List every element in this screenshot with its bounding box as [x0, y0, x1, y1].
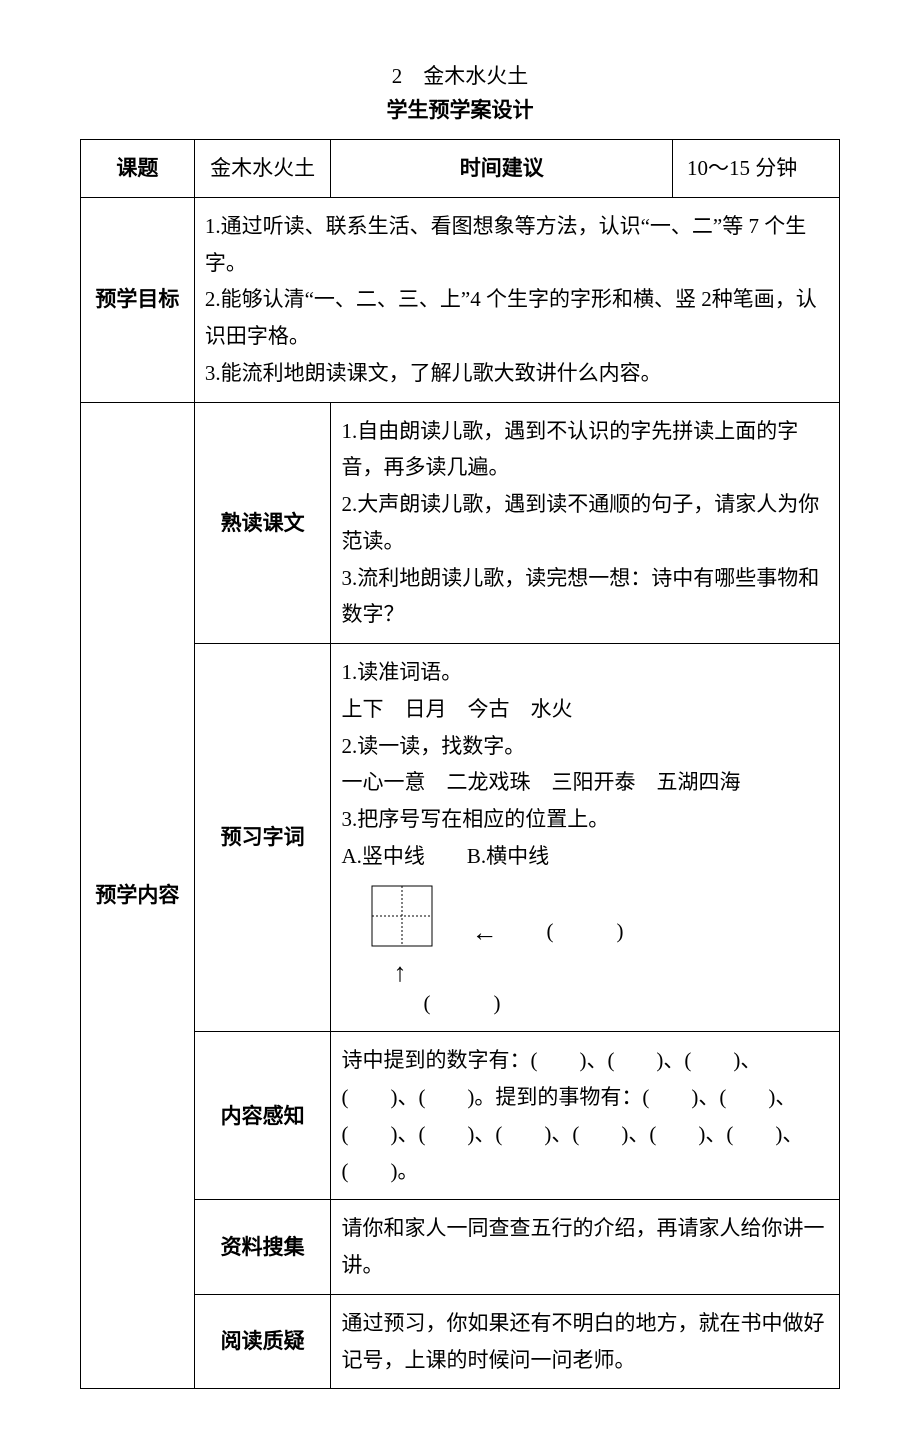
table-row: 课题 金木水火土 时间建议 10～15 分钟 [81, 140, 840, 198]
goals-content: 1.通过听读、联系生活、看图想象等方法，认识“一、二”等 7 个生字。 2.能够… [194, 197, 839, 402]
words-words: 一心一意 二龙戏珠 三阳开泰 五湖四海 [341, 764, 831, 801]
worksheet-table: 课题 金木水火土 时间建议 10～15 分钟 预学目标 1.通过听读、联系生活、… [80, 139, 840, 1389]
lesson-title: 2 金木水火土 [80, 60, 840, 94]
question-label: 阅读质疑 [194, 1294, 331, 1389]
read-content: 1.自由朗读儿歌，遇到不认识的字先拼读上面的字音，再多读几遍。 2.大声朗读儿歌… [331, 402, 840, 644]
table-row: 资料搜集 请你和家人一同查查五行的介绍，再请家人给你讲一讲。 [81, 1200, 840, 1295]
words-item: 3.把序号写在相应的位置上。 [341, 801, 831, 838]
read-item: 3.流利地朗读儿歌，读完想一想：诗中有哪些事物和数字？ [341, 560, 831, 634]
table-row: 预习字词 1.读准词语。 上下 日月 今古 水火 2.读一读，找数字。 一心一意… [81, 644, 840, 1032]
perceive-content: 诗中提到的数字有：( )、( )、( )、( )、( )。提到的事物有：( )、… [331, 1032, 840, 1200]
topic-value: 金木水火土 [194, 140, 331, 198]
table-row: 内容感知 诗中提到的数字有：( )、( )、( )、( )、( )。提到的事物有… [81, 1032, 840, 1200]
words-words: 上下 日月 今古 水火 [341, 691, 831, 728]
collect-label: 资料搜集 [194, 1200, 331, 1295]
goal-item: 1.通过听读、联系生活、看图想象等方法，认识“一、二”等 7 个生字。 [205, 208, 831, 282]
time-value: 10～15 分钟 [673, 140, 840, 198]
content-label: 预学内容 [81, 402, 195, 1389]
document-header: 2 金木水火土 学生预学案设计 [80, 60, 840, 127]
arrow-up-icon: ↑ [393, 950, 406, 996]
lesson-number: 2 [392, 64, 403, 88]
read-item: 1.自由朗读儿歌，遇到不认识的字先拼读上面的字音，再多读几遍。 [341, 413, 831, 487]
words-label: 预习字词 [194, 644, 331, 1032]
read-label: 熟读课文 [194, 402, 331, 644]
words-item: 2.读一读，找数字。 [341, 728, 831, 765]
read-item: 2.大声朗读儿歌，遇到读不通顺的句子，请家人为你范读。 [341, 486, 831, 560]
arrow-left-icon: ← [471, 910, 497, 956]
perceive-label: 内容感知 [194, 1032, 331, 1200]
words-opts: A.竖中线 B.横中线 [341, 838, 831, 875]
lesson-name: 金木水火土 [423, 64, 528, 88]
words-content: 1.读准词语。 上下 日月 今古 水火 2.读一读，找数字。 一心一意 二龙戏珠… [331, 644, 840, 1032]
topic-label: 课题 [81, 140, 195, 198]
table-row: 预学目标 1.通过听读、联系生活、看图想象等方法，认识“一、二”等 7 个生字。… [81, 197, 840, 402]
table-row: 预学内容 熟读课文 1.自由朗读儿歌，遇到不认识的字先拼读上面的字音，再多读几遍… [81, 402, 840, 644]
time-label: 时间建议 [331, 140, 673, 198]
blank-paren: ( ) [423, 985, 831, 1022]
tianzige-diagram: ← ( ) ↑ [371, 885, 721, 975]
goals-label: 预学目标 [81, 197, 195, 402]
table-row: 阅读质疑 通过预习，你如果还有不明白的地方，就在书中做好记号，上课的时候问一问老… [81, 1294, 840, 1389]
collect-content: 请你和家人一同查查五行的介绍，再请家人给你讲一讲。 [331, 1200, 840, 1295]
document-subtitle: 学生预学案设计 [80, 94, 840, 128]
tianzige-grid-icon [371, 885, 433, 947]
question-content: 通过预习，你如果还有不明白的地方，就在书中做好记号，上课的时候问一问老师。 [331, 1294, 840, 1389]
goal-item: 3.能流利地朗读课文，了解儿歌大致讲什么内容。 [205, 355, 831, 392]
goal-item: 2.能够认清“一、二、三、上”4 个生字的字形和横、竖 2种笔画，认识田字格。 [205, 281, 831, 355]
words-item: 1.读准词语。 [341, 654, 831, 691]
blank-paren: ( ) [546, 913, 623, 950]
